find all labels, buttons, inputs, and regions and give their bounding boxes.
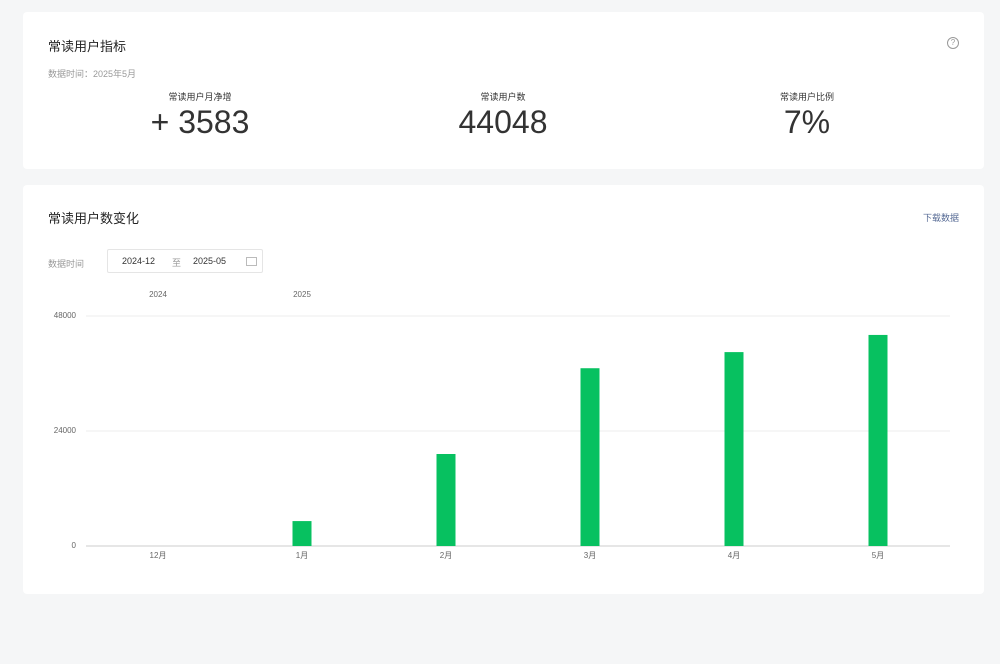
metric-label: 常读用户比例 — [779, 92, 835, 102]
metric-label: 常读用户数 — [480, 92, 526, 102]
x-tick-label: 1月 — [296, 551, 308, 560]
metric-label: 常读用户月净增 — [168, 92, 232, 102]
year-label: 2025 — [293, 290, 311, 299]
trend-card: 常读用户数变化 下载数据 数据时间 2024-12 至 2025-05 — [23, 185, 984, 594]
x-tick-label: 5月 — [872, 551, 884, 560]
data-time: 数据时间：2025年5月 — [48, 69, 137, 79]
date-range-picker[interactable]: 2024-12 至 2025-05 — [107, 249, 263, 273]
bar — [580, 368, 600, 546]
help-icon[interactable]: ? — [947, 37, 959, 49]
calendar-icon — [246, 257, 257, 266]
metric-value: 44048 — [458, 104, 548, 140]
metrics-card: 常读用户指标 数据时间：2025年5月 ? 常读用户月净增 + 3583 常读用… — [23, 12, 984, 169]
x-tick-label: 2月 — [440, 551, 452, 560]
range-start: 2024-12 — [122, 256, 156, 266]
bar — [292, 521, 312, 546]
x-tick-label: 3月 — [584, 551, 596, 560]
bar — [868, 334, 888, 546]
metric-value: + 3583 — [150, 104, 250, 140]
card-title: 常读用户指标 — [48, 39, 127, 54]
y-tick-label: 24000 — [54, 426, 77, 435]
x-tick-label: 4月 — [728, 551, 740, 560]
y-tick-label: 48000 — [54, 311, 77, 320]
download-link[interactable]: 下载数据 — [922, 213, 959, 223]
metric-value: 7% — [783, 104, 831, 140]
card-title: 常读用户数变化 — [48, 211, 140, 226]
bar — [436, 454, 456, 546]
year-label: 2024 — [149, 290, 167, 299]
range-sep: 至 — [172, 258, 182, 268]
x-tick-label: 12月 — [150, 551, 167, 560]
bar — [724, 352, 744, 546]
y-tick-label: 0 — [72, 541, 77, 550]
range-label: 数据时间 — [48, 259, 85, 269]
range-end: 2025-05 — [193, 256, 227, 266]
